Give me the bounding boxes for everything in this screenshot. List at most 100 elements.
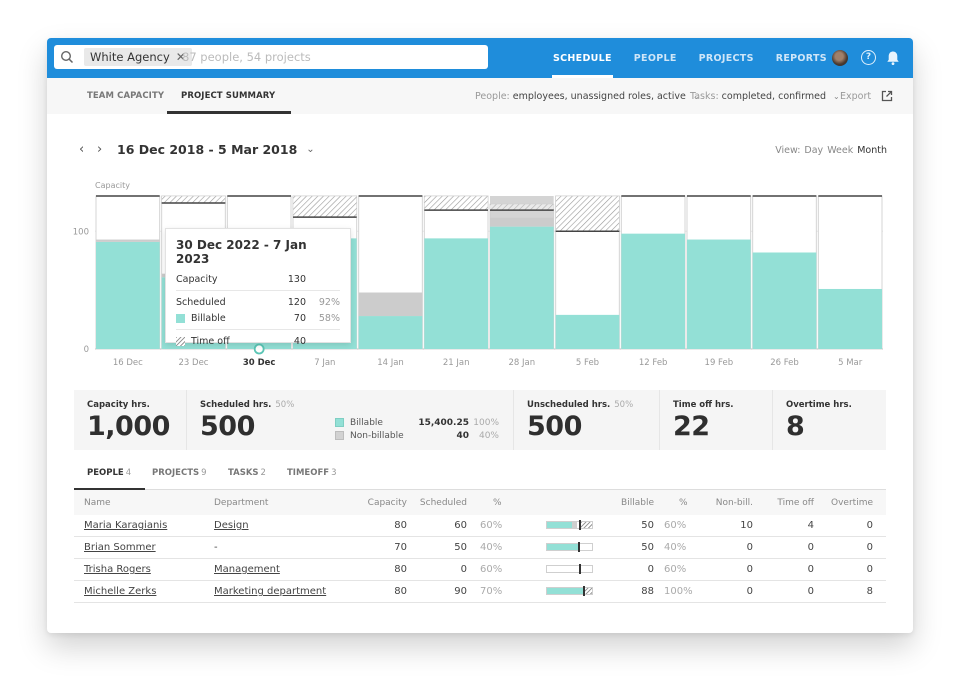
user-avatar[interactable] bbox=[832, 50, 848, 66]
x-tick-label: 23 Dec bbox=[179, 358, 209, 368]
tab-project-summary[interactable]: PROJECT SUMMARY bbox=[166, 78, 292, 114]
billable-bar bbox=[687, 239, 751, 349]
x-tick-label: 19 Feb bbox=[705, 358, 734, 368]
col-scheduled[interactable]: Scheduled bbox=[419, 497, 467, 508]
timeoff-value: 0 bbox=[807, 542, 814, 553]
person-name-link[interactable]: Trisha Rogers bbox=[84, 564, 151, 575]
people-filter-value: employees, unassigned roles, active bbox=[512, 90, 686, 102]
x-tick-label: 26 Feb bbox=[770, 358, 799, 368]
export-label: Export bbox=[840, 90, 872, 102]
stat-overtime-label: Overtime hrs. bbox=[786, 400, 852, 410]
col-capacity[interactable]: Capacity bbox=[367, 497, 407, 508]
stat-scheduled: Scheduled hrs. 50% 500 Billable 15,400.25… bbox=[187, 390, 514, 450]
x-tick-label: 5 Feb bbox=[576, 358, 599, 368]
capacity-value: 70 bbox=[394, 542, 407, 553]
person-name-link[interactable]: Brian Sommer bbox=[84, 542, 156, 553]
scheduled-pct: 60% bbox=[480, 564, 503, 575]
x-tick-label: 21 Jan bbox=[443, 358, 470, 368]
date-range-title[interactable]: 16 Dec 2018 - 5 Mar 2018 bbox=[117, 142, 298, 157]
legend-billable-name: Billable bbox=[350, 417, 383, 428]
table-body: Maria Karagianis Design 80 60 60% 50 60% 10 4 0 Br… bbox=[74, 515, 886, 603]
y-tick-label: 0 bbox=[84, 345, 89, 355]
timeoff-value: 4 bbox=[807, 520, 814, 531]
tab-projects[interactable]: PROJECTS 9 bbox=[152, 456, 207, 490]
tab-people[interactable]: PEOPLE 4 bbox=[73, 456, 146, 491]
view-week[interactable]: Week bbox=[827, 145, 854, 156]
chevron-down-icon: ⌄ bbox=[833, 91, 840, 101]
people-filter-dropdown[interactable]: People: employees, unassigned roles, act… bbox=[475, 78, 700, 114]
table-row: Brian Sommer - 70 50 40% 50 40% 0 0 0 bbox=[74, 537, 886, 559]
scheduled-value: 0 bbox=[460, 564, 467, 575]
chart-tooltip: 30 Dec 2022 - 7 Jan 2023 Capacity 130 Sc… bbox=[165, 228, 351, 347]
utilization-bar bbox=[546, 564, 593, 574]
tab-projects-label: PROJECTS bbox=[152, 468, 200, 478]
nonbillable-swatch-icon bbox=[335, 431, 344, 440]
view-label: View: bbox=[775, 145, 801, 156]
utilization-bar bbox=[546, 586, 593, 596]
legend-billable-pct: 100% bbox=[473, 417, 499, 428]
external-link-icon bbox=[881, 90, 893, 102]
tooltip-billable-row: Billable 70 58% bbox=[176, 310, 340, 326]
col-timeoff[interactable]: Time off bbox=[777, 497, 814, 508]
department-link[interactable]: Design bbox=[214, 520, 249, 531]
col-overtime[interactable]: Overtime bbox=[831, 497, 873, 508]
nav-people[interactable]: PEOPLE bbox=[633, 52, 677, 64]
search-bar[interactable]: White Agency ✕ bbox=[54, 45, 488, 69]
overtime-value: 0 bbox=[866, 520, 873, 531]
col-scheduled-pct[interactable]: % bbox=[493, 497, 502, 508]
bell-icon[interactable] bbox=[886, 50, 900, 66]
nonbill-value: 0 bbox=[746, 564, 753, 575]
minibar-capacity-marker bbox=[583, 586, 585, 596]
tooltip-timeoff-label: Time off bbox=[191, 335, 230, 347]
tooltip-capacity-row: Capacity 130 bbox=[176, 271, 340, 287]
close-icon[interactable]: ✕ bbox=[175, 50, 186, 64]
tasks-filter-dropdown[interactable]: Tasks: completed, confirmed ⌄ bbox=[690, 78, 840, 114]
timeoff-value: 0 bbox=[807, 564, 814, 575]
tab-tasks-label: TASKS bbox=[228, 468, 259, 478]
timeoff-segment bbox=[555, 195, 620, 232]
capacity-value: 80 bbox=[394, 586, 407, 597]
tooltip-timeoff-row: Time off 40 bbox=[176, 333, 340, 349]
chevron-right-icon[interactable]: › bbox=[97, 142, 103, 157]
stat-overtime-value: 8 bbox=[786, 411, 805, 442]
view-day[interactable]: Day bbox=[804, 145, 824, 156]
billable-bar bbox=[555, 314, 620, 349]
nav-schedule[interactable]: SCHEDULE bbox=[542, 38, 623, 78]
tab-tasks[interactable]: TASKS 2 bbox=[228, 456, 266, 490]
nav-projects[interactable]: PROJECTS bbox=[698, 52, 754, 64]
billable-bar bbox=[752, 252, 817, 349]
department-link[interactable]: Marketing department bbox=[214, 586, 327, 597]
person-name-link[interactable]: Michelle Zerks bbox=[84, 586, 157, 597]
help-icon[interactable]: ? bbox=[861, 50, 876, 65]
billable-swatch-icon bbox=[176, 313, 185, 323]
person-name-link[interactable]: Maria Karagianis bbox=[84, 520, 168, 531]
billable-value: 88 bbox=[641, 586, 654, 597]
export-button[interactable]: Export bbox=[840, 78, 893, 114]
col-department[interactable]: Department bbox=[214, 497, 269, 508]
minibar-timeoff bbox=[580, 522, 592, 528]
tooltip-capacity-label: Capacity bbox=[176, 273, 218, 285]
timeoff-overlay bbox=[490, 204, 554, 211]
tab-timeoff[interactable]: TIMEOFF 3 bbox=[287, 456, 337, 490]
view-month[interactable]: Month bbox=[857, 145, 887, 156]
search-icon bbox=[60, 50, 74, 64]
col-nonbill[interactable]: Non-bill. bbox=[715, 497, 753, 508]
chevron-left-icon[interactable]: ‹ bbox=[79, 142, 85, 157]
col-billable-pct[interactable]: % bbox=[679, 497, 688, 508]
stat-capacity: Capacity hrs. 1,000 bbox=[74, 390, 187, 450]
col-billable[interactable]: Billable bbox=[621, 497, 654, 508]
timeoff-value: 0 bbox=[807, 586, 814, 597]
tab-team-capacity[interactable]: TEAM CAPACITY bbox=[87, 91, 165, 101]
nonbillable-segment bbox=[490, 217, 554, 227]
nonbill-value: 0 bbox=[746, 586, 753, 597]
chevron-down-icon[interactable]: ⌄ bbox=[306, 144, 315, 155]
stat-capacity-label: Capacity hrs. bbox=[87, 400, 150, 410]
stat-capacity-value: 1,000 bbox=[87, 411, 170, 442]
department-link: - bbox=[214, 542, 218, 553]
department-link[interactable]: Management bbox=[214, 564, 280, 575]
col-name[interactable]: Name bbox=[84, 497, 111, 508]
minibar-timeoff bbox=[583, 588, 592, 594]
table-header: Name Department Capacity Scheduled % Bil… bbox=[74, 490, 886, 515]
nav-reports[interactable]: REPORTS bbox=[775, 52, 827, 64]
search-input[interactable] bbox=[182, 48, 472, 66]
